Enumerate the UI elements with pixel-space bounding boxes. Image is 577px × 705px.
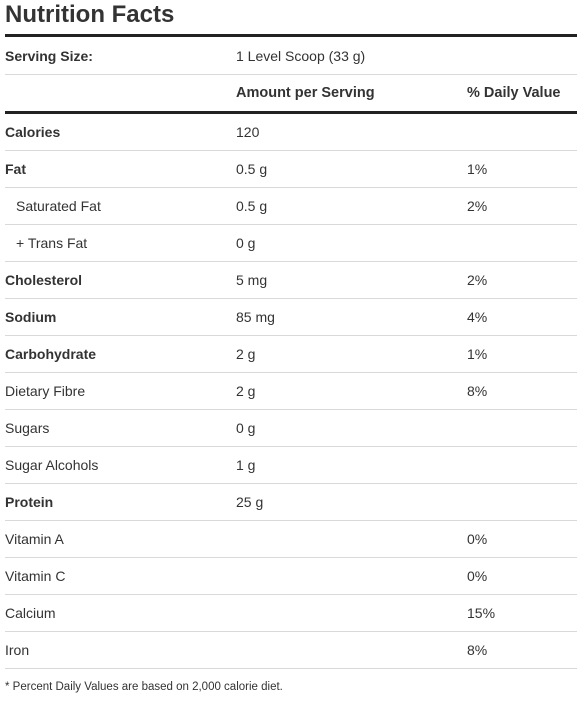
table-row: Sugar Alcohols 1 g: [5, 447, 577, 484]
nutrient-name: Dietary Fibre: [5, 383, 86, 399]
nutrient-daily-value: 8%: [467, 642, 488, 658]
nutrient-amount: 25 g: [236, 494, 264, 510]
nutrient-daily-value: 4%: [467, 309, 488, 325]
nutrient-name: Sugar Alcohols: [5, 457, 99, 473]
nutrient-name: Saturated Fat: [16, 198, 101, 214]
nutrient-daily-value: 8%: [467, 383, 488, 399]
column-header-row: Amount per Serving % Daily Value: [5, 75, 577, 112]
nutrient-daily-value: 1%: [467, 346, 488, 362]
table-row: + Trans Fat 0 g: [5, 225, 577, 262]
nutrient-name: Protein: [5, 494, 54, 510]
nutrient-amount: 0.5 g: [236, 198, 268, 214]
table-row: Cholesterol 5 mg 2%: [5, 262, 577, 299]
nutrient-daily-value: 2%: [467, 198, 488, 214]
nutrient-name: Vitamin C: [5, 568, 66, 584]
header-divider: [5, 111, 577, 114]
title-divider: [5, 34, 577, 37]
nutrient-amount: 1 g: [236, 457, 256, 473]
footnote: * Percent Daily Values are based on 2,00…: [5, 681, 283, 693]
nutrient-name: Calcium: [5, 605, 56, 621]
table-row: Dietary Fibre 2 g 8%: [5, 373, 577, 410]
nutrient-daily-value: 15%: [467, 605, 496, 621]
nutrient-daily-value: 2%: [467, 272, 488, 288]
nutrient-amount: 85 mg: [236, 309, 275, 325]
table-row: Sodium 85 mg 4%: [5, 299, 577, 336]
table-row: Vitamin C 0%: [5, 558, 577, 595]
nutrient-daily-value: 1%: [467, 161, 488, 177]
table-row: Sugars 0 g: [5, 410, 577, 447]
nutrient-amount: 0 g: [236, 235, 256, 251]
table-row: Fat 0.5 g 1%: [5, 151, 577, 188]
nutrient-name: + Trans Fat: [16, 235, 88, 251]
table-row: Vitamin A 0%: [5, 521, 577, 558]
serving-size-value: 1 Level Scoop (33 g): [236, 48, 366, 64]
nutrient-amount: 120: [236, 124, 260, 140]
table-row: Saturated Fat 0.5 g 2%: [5, 188, 577, 225]
serving-size-label: Serving Size:: [5, 48, 93, 64]
table-row: Protein 25 g: [5, 484, 577, 521]
daily-value-header: % Daily Value: [467, 85, 561, 101]
table-row: Carbohydrate 2 g 1%: [5, 336, 577, 373]
nutrient-amount: 2 g: [236, 346, 256, 362]
table-row: Calcium 15%: [5, 595, 577, 632]
nutrient-name: Calories: [5, 124, 61, 140]
nutrient-daily-value: 0%: [467, 531, 488, 547]
serving-size-row: Serving Size: 1 Level Scoop (33 g): [5, 38, 577, 75]
nutrient-amount: 0 g: [236, 420, 256, 436]
nutrient-amount: 2 g: [236, 383, 256, 399]
nutrient-name: Vitamin A: [5, 531, 64, 547]
nutrient-name: Carbohydrate: [5, 346, 97, 362]
nutrient-name: Sugars: [5, 420, 50, 436]
nutrient-daily-value: 0%: [467, 568, 488, 584]
nutrient-amount: 0.5 g: [236, 161, 268, 177]
page-title: Nutrition Facts: [5, 1, 175, 28]
amount-per-serving-header: Amount per Serving: [236, 85, 375, 101]
nutrient-name: Fat: [5, 161, 26, 177]
nutrient-name: Iron: [5, 642, 30, 658]
nutrient-amount: 5 mg: [236, 272, 268, 288]
table-row: Calories 120: [5, 114, 577, 151]
table-row: Iron 8%: [5, 632, 577, 669]
nutrient-name: Sodium: [5, 309, 57, 325]
nutrient-name: Cholesterol: [5, 272, 83, 288]
